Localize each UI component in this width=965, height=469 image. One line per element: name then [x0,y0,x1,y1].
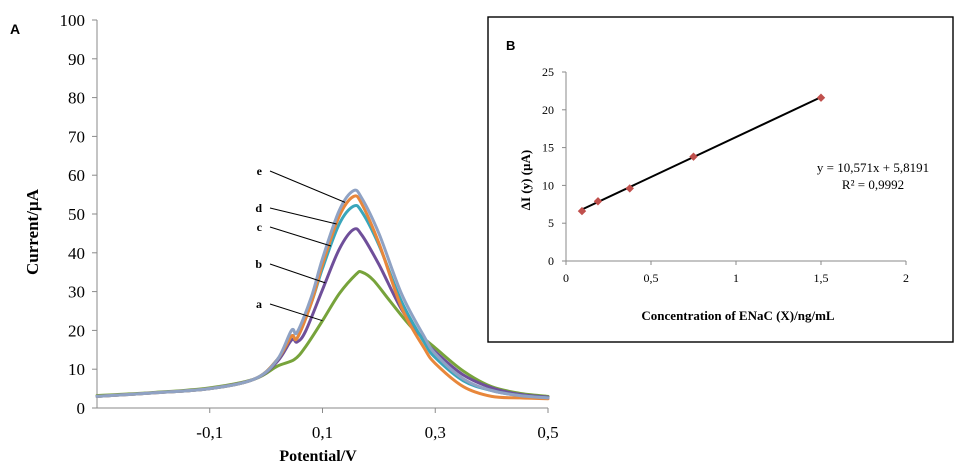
panel-b-y-tick-label: 20 [542,103,554,117]
panel-a-y-ticks: 0 10 20 30 40 50 60 70 80 90 100 [60,11,97,418]
scatter-point [625,184,634,193]
panel-b-points [577,93,826,216]
annotation-label-c: c [257,220,263,234]
annotation-leader-d [269,207,337,225]
panel-a-x-tick-label: 0,3 [425,423,446,442]
panel-a-y-tick-label: 100 [60,11,86,30]
panel-a-y-tick-label: 0 [77,399,86,418]
panel-b-x-tick-label: 1 [733,271,739,285]
panel-b-y-tick-label: 5 [548,216,554,230]
annotation-leader-a [269,303,323,322]
annotation-label-e: e [257,164,263,178]
panel-a-y-tick-label: 30 [68,283,85,302]
annotation-label-d: d [255,201,262,215]
panel-b-x-tick-label: 0 [563,271,569,285]
trend-r-squared: R² = 0,9992 [842,177,904,192]
annotation-leader-e [269,170,346,203]
annotation-leader-b [269,263,326,284]
scatter-point [689,152,698,161]
panel-a-y-tick-label: 50 [68,205,85,224]
panel-b-y-ticks: 0 5 10 15 20 25 [542,65,566,268]
panel-a-y-tick-label: 80 [68,89,85,108]
panel-a-y-tick-label: 10 [68,360,85,379]
panel-a-y-tick-label: 20 [68,321,85,340]
panel-b-y-tick-label: 15 [542,141,554,155]
series-line-e [95,188,550,400]
scatter-point [816,93,826,102]
panel-a-series [95,188,550,401]
panel-b-y-tick-label: 0 [548,254,554,268]
panel-a-y-tick-label: 40 [68,244,85,263]
annotation-label-b: b [255,257,262,271]
panel-b-x-axis-title: Concentration of ENaC (X)/ng/mL [641,308,835,323]
panel-a-x-axis-title: Potential/V [279,448,357,464]
panel-a-y-tick-label: 70 [68,127,85,146]
series-line-c [95,203,550,400]
panel-a-y-tick-label: 90 [68,50,85,69]
panel-a-x-tick-label: 0,5 [537,423,558,442]
panel-b-y-axis-title: ΔI (y) (µA) [518,150,533,210]
panel-b-x-tick-label: 0,5 [644,271,659,285]
panel-b-y-tick-label: 25 [542,65,554,79]
panel-a-annotations: a b cd e [255,164,346,322]
panel-b-x-tick-label: 1,5 [814,271,829,285]
panel-a-y-axis-title: Current/µA [23,188,42,275]
scatter-point [577,206,587,216]
panel-b-trendline [581,96,822,211]
panel-b-y-tick-label: 10 [542,178,554,192]
panel-b-x-ticks: 0 0,5 1 1,5 2 [563,261,909,285]
annotation-leader-c [269,226,332,247]
panel-a-label: A [10,21,20,37]
panel-a-y-tick-label: 60 [68,166,85,185]
panel-a-x-tick-label: 0,1 [312,423,333,442]
scatter-point [593,197,603,206]
panel-a-x-ticks: -0,1 0,1 0,3 0,5 [196,408,559,442]
panel-a-x-tick-label: -0,1 [196,423,223,442]
panel-b-label: B [506,38,515,53]
series-line-d [95,194,550,401]
trend-equation: y = 10,571x + 5,8191 [817,160,929,175]
trendline [581,96,822,211]
annotation-label-a: a [256,297,262,311]
panel-b-x-tick-label: 2 [903,271,909,285]
